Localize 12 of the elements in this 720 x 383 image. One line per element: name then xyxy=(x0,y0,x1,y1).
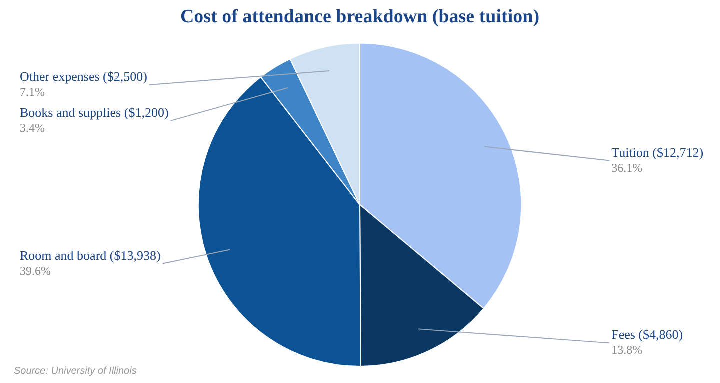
slice-label: Tuition ($12,712) xyxy=(612,144,704,160)
slice-label: Room and board ($13,938) xyxy=(20,248,161,263)
source-note: Source: University of Illinois xyxy=(14,366,137,377)
data-label: 39.6% xyxy=(20,264,51,278)
data-label: 7.1% xyxy=(20,84,45,99)
data-label: 3.4% xyxy=(20,120,45,135)
data-label: 13.8% xyxy=(612,343,643,358)
slice-label: Other expenses ($2,500) xyxy=(20,68,148,84)
data-label: 36.1% xyxy=(612,160,643,175)
chart-title: Cost of attendance breakdown (base tuition) xyxy=(180,6,540,28)
slice-label: Books and supplies ($1,200) xyxy=(20,104,169,120)
slice-label: Fees ($4,860) xyxy=(612,327,684,342)
